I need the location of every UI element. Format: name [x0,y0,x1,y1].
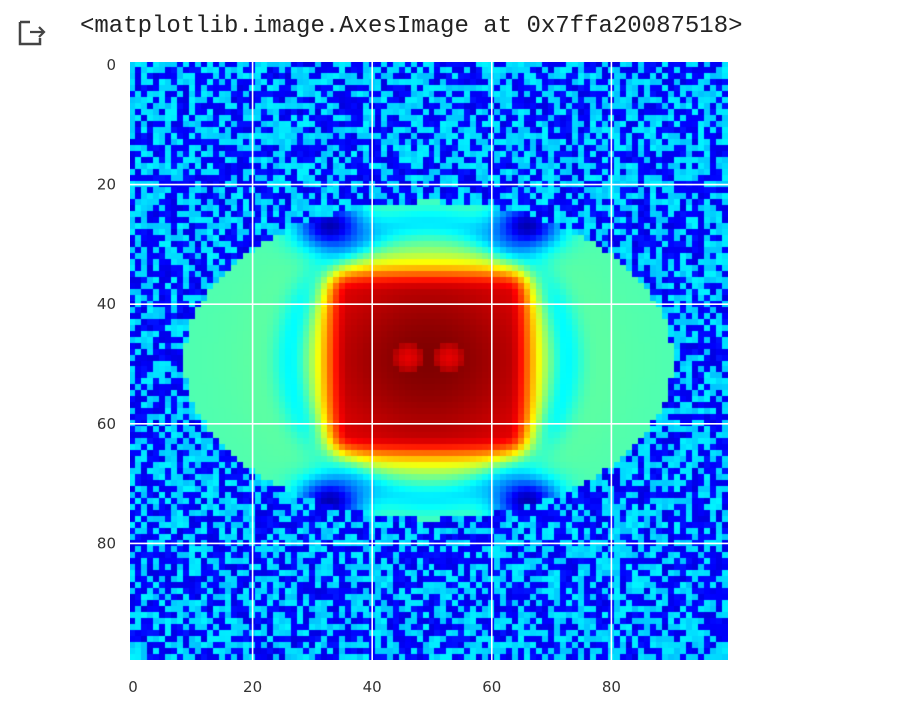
heatmap-image-area [130,62,728,660]
output-text: <matplotlib.image.AxesImage at 0x7ffa200… [80,13,743,40]
y-tick-label: 0 [106,56,116,74]
output-arrow-icon [18,20,46,46]
x-tick-label: 80 [602,678,621,696]
y-tick-label: 80 [97,534,116,552]
x-tick-label: 60 [482,678,501,696]
y-tick-label: 20 [97,176,116,194]
y-tick-label: 40 [97,295,116,313]
heatmap-image [130,62,728,660]
gridlines [130,62,728,660]
x-tick-label: 20 [243,678,262,696]
x-tick-label: 40 [363,678,382,696]
x-tick-label: 0 [128,678,138,696]
y-tick-label: 60 [97,415,116,433]
